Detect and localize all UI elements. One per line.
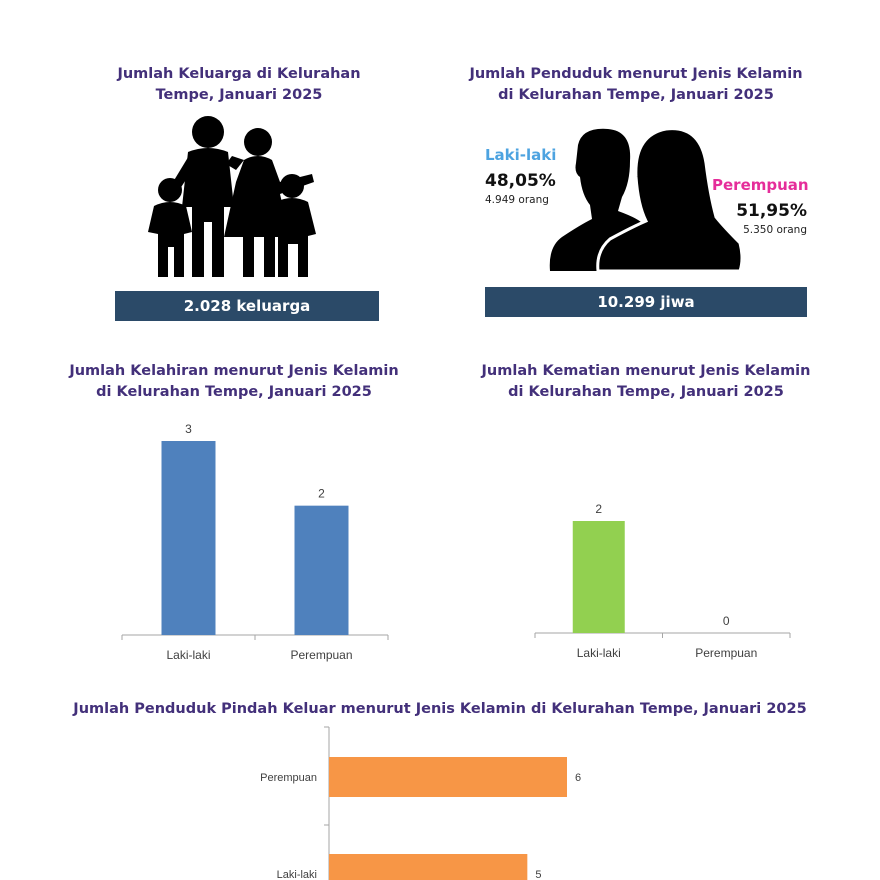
births-chart-title: Jumlah Kelahiran menurut Jenis Kelamin d…	[69, 363, 399, 400]
deaths-chart-title: Jumlah Kematian menurut Jenis Kelamin di…	[481, 363, 811, 400]
population-title: Jumlah Penduduk menurut Jenis Kelamin di…	[469, 66, 803, 103]
male-female-silhouette-icon	[549, 127, 744, 273]
families-count-banner: 2.028 keluarga	[115, 291, 379, 321]
data-label: 0	[723, 614, 730, 628]
bar-perempuan	[294, 505, 349, 635]
category-label: Perempuan	[290, 648, 352, 662]
male-label: Laki-laki	[485, 146, 557, 164]
deaths-chart: 2 Laki-laki 0 Perempuan	[534, 502, 791, 660]
population-count-banner: 10.299 jiwa	[485, 287, 807, 317]
category-label: Laki-laki	[166, 648, 210, 662]
data-label: 5	[535, 869, 541, 880]
female-percent: 51,95%	[736, 201, 807, 221]
bar-laki-laki	[161, 441, 216, 635]
female-label: Perempuan	[712, 176, 809, 194]
data-label: 6	[575, 772, 581, 784]
male-percent: 48,05%	[485, 171, 556, 191]
male-count: 4.949 orang	[485, 194, 549, 206]
data-label: 2	[318, 487, 325, 501]
moved-out-chart: 6 Perempuan 5 Laki-laki	[260, 726, 581, 880]
category-label: Perempuan	[695, 646, 757, 660]
data-label: 3	[185, 422, 192, 436]
births-chart: 3 Laki-laki 2 Perempuan	[121, 422, 389, 662]
bar-perempuan	[329, 757, 567, 797]
family-icon	[148, 116, 316, 277]
category-label: Laki-laki	[277, 869, 317, 880]
bar-laki-laki	[572, 521, 625, 633]
category-label: Perempuan	[260, 772, 317, 784]
category-label: Laki-laki	[577, 646, 621, 660]
moved-out-chart-title: Jumlah Penduduk Pindah Keluar menurut Je…	[73, 701, 807, 717]
families-title: Jumlah Keluarga di Kelurahan Tempe, Janu…	[117, 66, 361, 103]
data-label: 2	[595, 502, 602, 516]
female-count: 5.350 orang	[743, 224, 807, 236]
bar-laki-laki	[329, 854, 528, 880]
